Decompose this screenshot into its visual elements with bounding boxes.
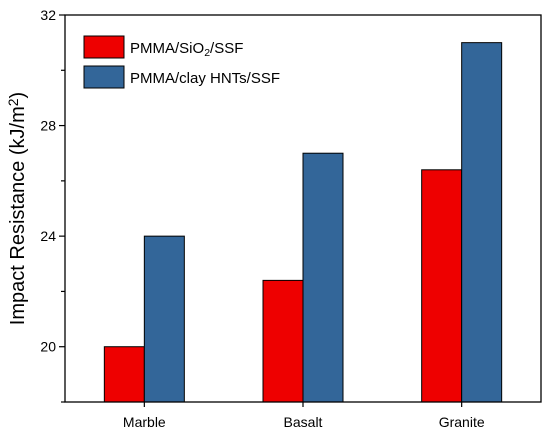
- bar-sio2-granite: [421, 169, 463, 403]
- y-tick-label-24: 24: [40, 228, 56, 244]
- legend-swatch-clay-hnts: [83, 65, 125, 89]
- x-tick-label-basalt: Basalt: [284, 414, 323, 430]
- legend: PMMA/SiO2/SSF PMMA/clay HNTs/SSF: [83, 35, 280, 89]
- legend-swatch-sio2: [83, 35, 125, 59]
- y-tick-label-28: 28: [40, 118, 56, 134]
- bar-clay-hnts-basalt: [302, 152, 344, 403]
- bar-sio2-basalt: [262, 279, 304, 403]
- bar-clay-hnts-marble: [143, 235, 185, 403]
- x-tick-label-granite: Granite: [439, 414, 485, 430]
- x-tick-labels: Marble Basalt Granite: [123, 414, 485, 430]
- axis-ticks: [59, 14, 463, 407]
- bars: [103, 42, 503, 403]
- legend-label-sio2: PMMA/SiO2/SSF: [130, 40, 243, 59]
- x-tick-label-marble: Marble: [123, 414, 166, 430]
- bar-clay-hnts-granite: [461, 42, 503, 403]
- y-axis-title: Impact Resistance (kJ/m2): [5, 92, 29, 325]
- bar-sio2-marble: [103, 346, 145, 403]
- y-tick-label-20: 20: [40, 339, 56, 355]
- legend-label-clay-hnts: PMMA/clay HNTs/SSF: [130, 70, 280, 87]
- y-tick-labels: 20 24 28 32: [40, 7, 56, 355]
- y-tick-label-32: 32: [40, 7, 56, 23]
